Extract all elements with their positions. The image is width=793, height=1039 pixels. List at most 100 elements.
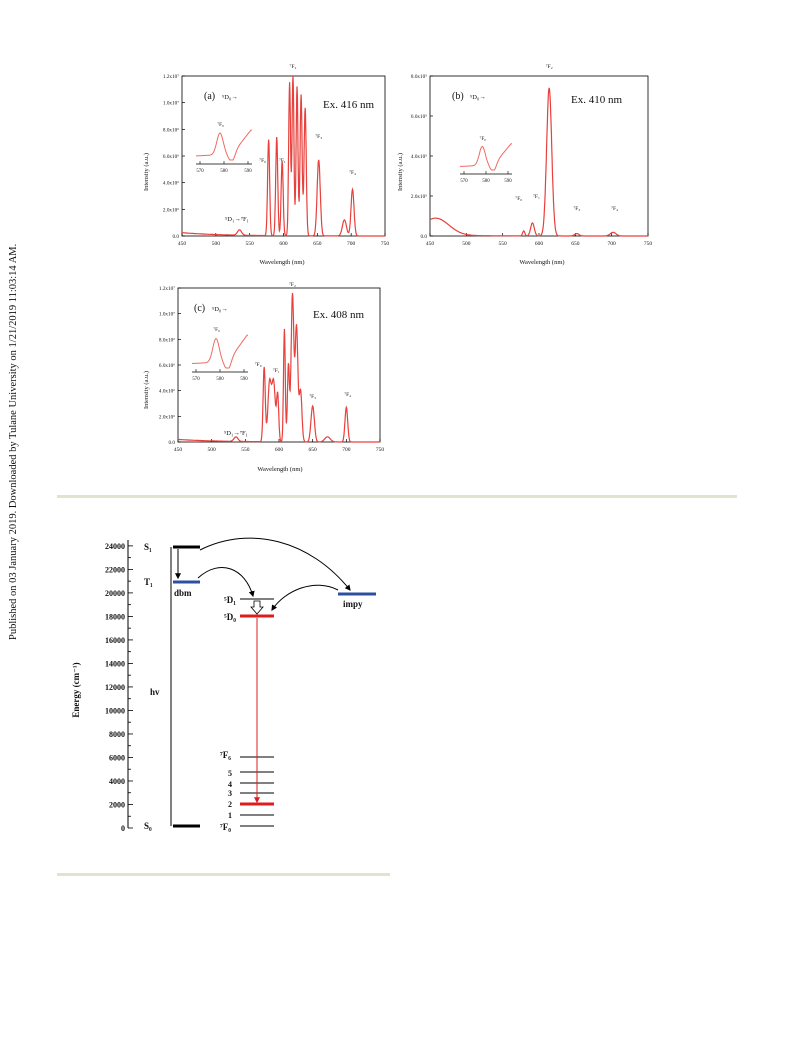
d0-label: ⁵D₀ bbox=[224, 612, 236, 622]
inset-tick-label: 580 bbox=[216, 377, 224, 382]
t1-label: T₁ bbox=[144, 577, 153, 587]
inset-tick-label: 570 bbox=[192, 377, 200, 382]
peak-label: ⁷F₃ bbox=[573, 206, 580, 212]
x-tick-label: 550 bbox=[246, 241, 255, 247]
excitation-label: Ex. 410 nm bbox=[571, 94, 622, 106]
arrow-label: ⁵D₀→ bbox=[470, 94, 486, 101]
peak-label: ⁷F₁ bbox=[273, 368, 280, 374]
x-tick-label: 750 bbox=[381, 241, 390, 247]
inset-tick-label: 590 bbox=[240, 377, 248, 382]
x-tick-label: 450 bbox=[178, 241, 187, 247]
emission-spectrum bbox=[177, 292, 380, 443]
y-tick-label: 1.0x10⁷ bbox=[159, 312, 175, 318]
xlabel: Wavelength (nm) bbox=[519, 259, 564, 266]
inset-tick-label: 590 bbox=[504, 179, 512, 184]
hv-label: hv bbox=[150, 687, 160, 697]
excitation-label: Ex. 416 nm bbox=[323, 99, 374, 111]
peak-label: ⁷F₂ bbox=[289, 282, 296, 288]
energy-axis-label: Energy (cm⁻¹) bbox=[71, 662, 81, 717]
y-tick-label: 4.0x10⁵ bbox=[411, 154, 427, 160]
inset-curve bbox=[196, 129, 252, 161]
xlabel: Wavelength (nm) bbox=[257, 466, 302, 473]
x-tick-label: 600 bbox=[535, 241, 544, 247]
x-tick-label: 600 bbox=[279, 241, 288, 247]
x-tick-label: 500 bbox=[208, 447, 217, 453]
ylabel: Intensity (a.u.) bbox=[143, 371, 150, 409]
x-tick-label: 650 bbox=[571, 241, 580, 247]
peak-label: ⁷F₄ bbox=[344, 392, 351, 398]
f6-label: ⁷F₆ bbox=[220, 750, 231, 760]
peak-label: ⁷F₀ bbox=[255, 362, 262, 368]
section-divider bbox=[57, 495, 737, 498]
inset-curve bbox=[192, 334, 248, 369]
extra-transition-label: ⁵D₁→⁷F₁ bbox=[225, 216, 249, 223]
s0-label: S₀ bbox=[144, 821, 152, 831]
energy-tick-label: 4000 bbox=[109, 777, 125, 786]
f0-label: ⁷F₀ bbox=[220, 822, 231, 832]
y-tick-label: 1.0x10⁷ bbox=[163, 101, 179, 107]
arrow-label: ⁵D₀→ bbox=[222, 94, 238, 101]
dbm-label: dbm bbox=[174, 588, 192, 598]
f3-label: 3 bbox=[228, 789, 232, 798]
energy-tick-label: 22000 bbox=[105, 565, 125, 574]
inset-plot: 570 580 590 ⁷F₀ bbox=[192, 327, 248, 382]
y-tick-label: 0.0 bbox=[421, 234, 428, 240]
x-tick-label: 500 bbox=[212, 241, 221, 247]
panel-label: (c) bbox=[194, 303, 205, 314]
peak-label: ⁷F₀ bbox=[515, 196, 522, 202]
x-tick-label: 700 bbox=[347, 241, 356, 247]
x-tick-label: 650 bbox=[309, 447, 318, 453]
tick-labels: 450 500 550 600 650 700 750 0.0 2.0x10⁵ 4.0x10⁵ 6.… bbox=[411, 74, 652, 247]
section-divider bbox=[57, 873, 390, 876]
xlabel: Wavelength (nm) bbox=[259, 259, 304, 266]
y-tick-label: 8.0x10⁶ bbox=[163, 127, 179, 133]
peak-label: ⁷F₂ bbox=[290, 64, 297, 70]
y-tick-label: 8.0x10⁶ bbox=[159, 337, 175, 343]
panel-label: (a) bbox=[204, 91, 215, 102]
y-tick-label: 6.0x10⁵ bbox=[411, 114, 427, 120]
panel-label: (b) bbox=[452, 91, 464, 102]
inset-curve bbox=[460, 143, 512, 171]
energy-tick-label: 14000 bbox=[105, 659, 125, 668]
peak-labels: ⁷F₀ ⁷F₁ ⁷F₂ ⁷F₃ ⁷F₄ bbox=[255, 282, 351, 400]
download-notice-text: Published on 03 January 2019. Downloaded… bbox=[8, 244, 19, 640]
x-tick-label: 450 bbox=[174, 447, 183, 453]
y-tick-label: 1.2x10⁷ bbox=[159, 286, 175, 292]
s1-impy-arrow bbox=[199, 537, 351, 591]
x-tick-label: 750 bbox=[376, 447, 385, 453]
x-tick-label: 750 bbox=[644, 241, 653, 247]
f2-label: 2 bbox=[228, 800, 232, 809]
peak-label: ⁷F₄ bbox=[349, 170, 356, 176]
impy-transfer-arrow bbox=[271, 584, 339, 612]
x-tick-label: 600 bbox=[275, 447, 284, 453]
x-tick-label: 650 bbox=[313, 241, 322, 247]
s1-label: S₁ bbox=[144, 542, 152, 552]
arrow-label: ⁵D₀→ bbox=[212, 306, 228, 313]
peak-label: ⁷F₂ bbox=[546, 64, 553, 70]
y-tick-label: 2.0x10⁶ bbox=[159, 414, 175, 420]
impy-label: impy bbox=[343, 599, 363, 609]
emission-spectrum bbox=[429, 87, 648, 237]
energy-tick-label: 6000 bbox=[109, 753, 125, 762]
inset-tick-label: 580 bbox=[482, 179, 490, 184]
ylabel: Intensity (a.u.) bbox=[397, 153, 404, 191]
peak-labels: ⁷F₀ ⁷F₁ ⁷F₂ ⁷F₃ ⁷F₄ bbox=[259, 64, 356, 176]
peak-label: ⁷F₀ bbox=[259, 158, 266, 164]
spectrum-panel-a: Intensity (a.u.) Wavelength (nm) (a) ⁵D₀… bbox=[143, 64, 390, 266]
spectrum-panel-b: Intensity (a.u.) Wavelength (nm) (b) ⁵D₀… bbox=[397, 64, 652, 266]
peak-label: ⁷F₁ bbox=[279, 158, 286, 164]
download-notice: Published on 03 January 2019. Downloaded… bbox=[4, 170, 20, 640]
spectrum-panel-c: Intensity (a.u.) Wavelength (nm) (c) ⁵D₀… bbox=[143, 282, 385, 473]
energy-tick-label: 0 bbox=[121, 824, 125, 833]
energy-axis: 0 2000 4000 6000 8000 10000 12000 14000 16000 180… bbox=[105, 540, 133, 833]
x-tick-label: 550 bbox=[241, 447, 250, 453]
emission-spectrum bbox=[182, 75, 385, 237]
y-tick-label: 2.0x10⁵ bbox=[411, 194, 427, 200]
energy-tick-label: 24000 bbox=[105, 542, 125, 551]
inset-peak-label: ⁷F₀ bbox=[217, 122, 224, 128]
energy-tick-label: 12000 bbox=[105, 683, 125, 692]
energy-tick-label: 8000 bbox=[109, 730, 125, 739]
inset-tick-label: 570 bbox=[460, 179, 468, 184]
x-tick-label: 550 bbox=[499, 241, 508, 247]
peak-label: ⁷F₃ bbox=[315, 134, 322, 140]
